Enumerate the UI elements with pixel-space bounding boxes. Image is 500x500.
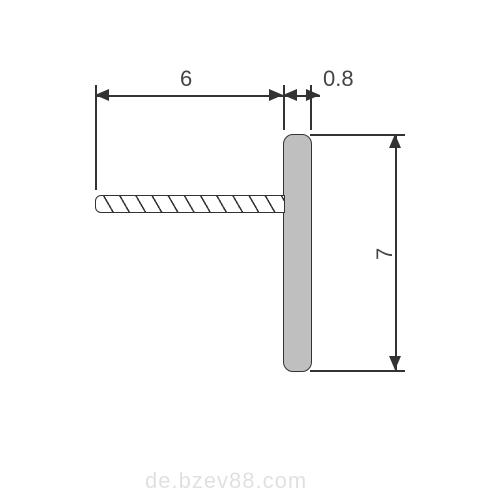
hatch-pattern — [96, 196, 284, 212]
profile-horizontal-arm — [95, 195, 285, 213]
technical-drawing: 6 0.8 7 de.bzev88.com — [0, 0, 500, 500]
arrow-left-icon — [283, 89, 297, 101]
arrow-down-icon — [389, 356, 401, 370]
dim-label-7: 7 — [372, 248, 398, 260]
arrow-right-icon — [306, 89, 320, 101]
dim-label-0-8: 0.8 — [323, 66, 354, 92]
arrow-up-icon — [389, 134, 401, 148]
arrow-right-icon — [269, 89, 283, 101]
profile-vertical-bar — [283, 134, 312, 372]
arrow-left-icon — [95, 89, 109, 101]
watermark-text: de.bzev88.com — [145, 468, 307, 494]
ext-line — [310, 370, 405, 372]
dim-label-6: 6 — [180, 66, 192, 92]
dim-line-6 — [95, 95, 283, 97]
